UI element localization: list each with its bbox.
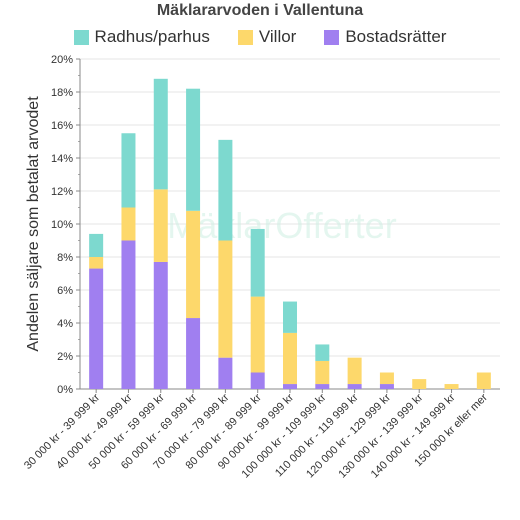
bar-segment [121, 207, 136, 241]
bar-segment [315, 344, 330, 361]
watermark: MäklarOfferter [167, 205, 396, 246]
bar-segment [121, 133, 136, 208]
bar-segment [121, 240, 136, 389]
bar-segment [186, 210, 201, 319]
y-tick-label: 18% [51, 87, 73, 99]
bar-segment [315, 384, 330, 389]
bar-segment [153, 189, 168, 262]
bar-segment [283, 332, 297, 385]
y-tick-label: 12% [51, 186, 73, 198]
bar-segment [218, 357, 233, 389]
legend-label: Villor [258, 27, 297, 46]
legend: Radhus/parhus Villor Bostadsrätter [0, 27, 520, 47]
legend-item[interactable]: Villor [237, 27, 297, 47]
bar-segment [250, 296, 265, 373]
bar-segment [89, 233, 104, 257]
bar-segment [412, 379, 427, 389]
bar-segment [250, 372, 265, 389]
y-tick-label: 20% [51, 54, 73, 66]
chart-title: Mäklararvoden i Vallentuna [156, 2, 364, 19]
legend-label: Radhus/parhus [94, 27, 210, 46]
bar-segment [476, 372, 491, 389]
legend-swatch [73, 29, 89, 45]
bar-segment [347, 384, 362, 389]
bar-segment [89, 268, 104, 389]
legend-item[interactable]: Radhus/parhus [73, 27, 210, 47]
legend-swatch [324, 29, 340, 45]
legend-swatch [237, 29, 253, 45]
y-tick-label: 2% [57, 351, 73, 363]
bar-segment [153, 261, 168, 389]
bar-segment [444, 384, 459, 389]
y-tick-label: 10% [51, 219, 73, 231]
bar-segment [283, 384, 297, 389]
y-tick-label: 0% [57, 384, 73, 396]
bar-segment [379, 384, 394, 389]
bar-segment [315, 360, 330, 385]
bar-segment [347, 357, 362, 385]
bar-segment [89, 257, 104, 269]
bar-segment [218, 240, 233, 358]
y-tick-label: 14% [51, 153, 73, 165]
legend-label: Bostadsrätter [345, 27, 447, 46]
bar-segment [218, 139, 233, 241]
bar-segment [186, 318, 201, 389]
bar-segment [283, 301, 297, 333]
bar-segment [153, 78, 168, 190]
y-tick-label: 8% [57, 252, 73, 264]
y-axis-label: Andelen säljare som betalat arvodet [25, 96, 42, 352]
y-tick-label: 16% [51, 120, 73, 132]
bar-segment [379, 372, 394, 385]
y-tick-label: 4% [57, 318, 73, 330]
legend-item[interactable]: Bostadsrätter [324, 27, 446, 47]
bar-segment [250, 228, 265, 297]
y-tick-label: 6% [57, 285, 73, 297]
bar-segment [186, 88, 201, 211]
